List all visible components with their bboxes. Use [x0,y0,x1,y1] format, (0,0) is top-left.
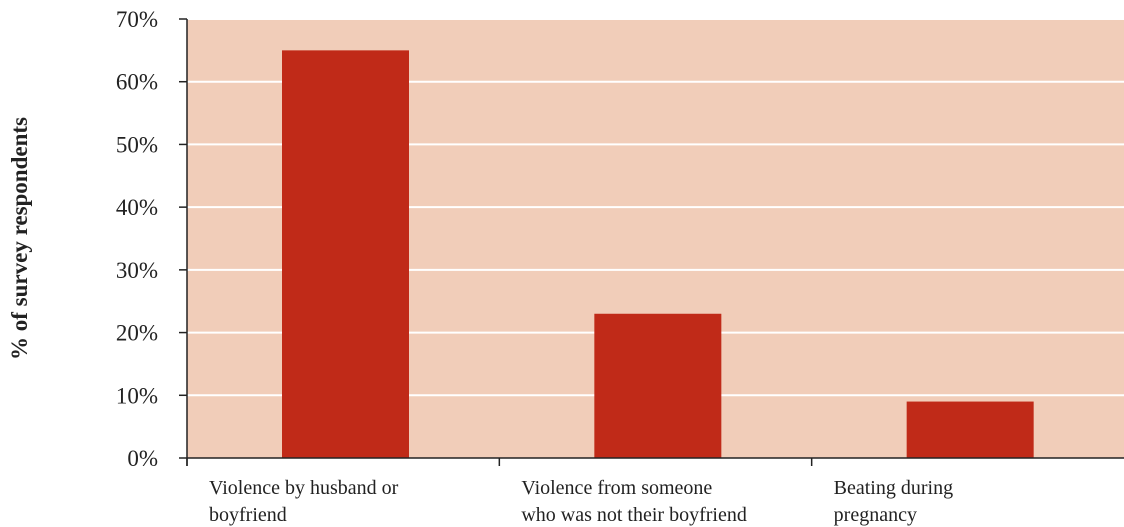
y-tick-label: 60% [116,70,158,95]
bars [282,50,1034,458]
x-category-labels: Violence by husband or boyfriendViolence … [209,477,953,526]
y-tick-label: 40% [116,195,158,220]
x-category-label-line: Violence by husband or [209,477,399,499]
x-category-label: Beating during pregnancy [834,477,953,526]
y-tick-label: 30% [116,258,158,283]
x-category-label: Violence from someone who was not their b… [521,477,747,526]
x-category-label-line: pregnancy [834,504,917,526]
y-tick-label: 20% [116,321,158,346]
x-category-label-line: who was not their boyfriend [521,504,747,526]
y-tick-label: 10% [116,383,158,408]
x-category-label-line: Violence from someone [521,477,712,499]
y-tick-label: 50% [116,132,158,157]
bar [906,401,1034,458]
bar [594,313,722,458]
y-tick-label: 70% [116,7,158,32]
y-tick-labels: 0% 10% 20% 30% 40% 50% 60% 70% [116,7,158,471]
y-tick-label: 0% [127,446,158,471]
x-category-label: Violence by husband or boyfriend [209,477,399,526]
x-category-label-line: boyfriend [209,504,287,526]
x-category-label-line: Beating during [834,477,953,499]
y-axis-title: % of survey respondents [7,117,32,360]
axes [179,18,1124,466]
bar [282,50,409,458]
